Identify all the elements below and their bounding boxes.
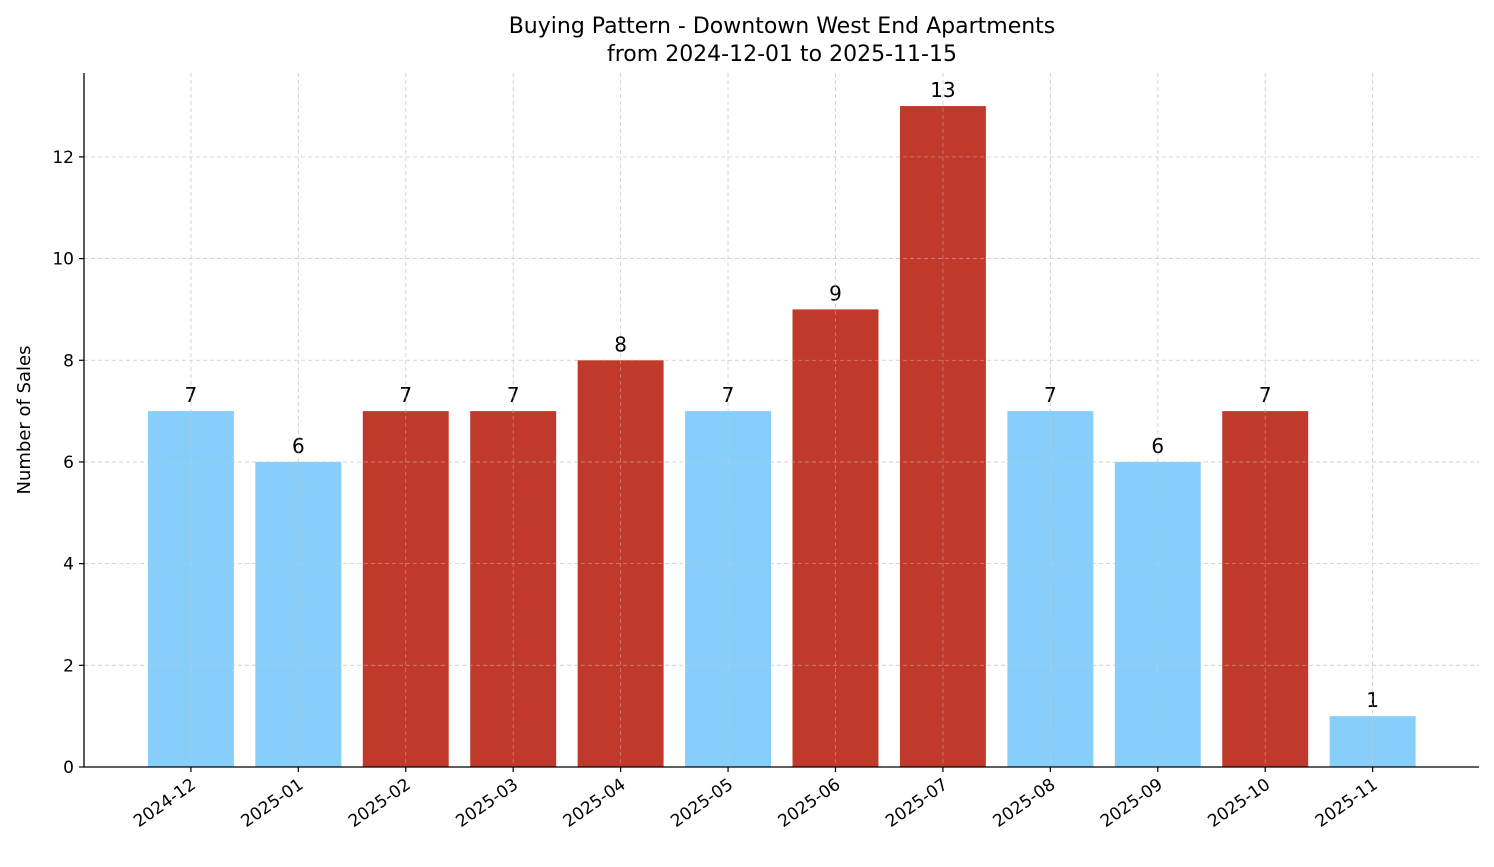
- x-tick-label: 2025-11: [1312, 775, 1382, 832]
- y-tick-label: 10: [52, 250, 74, 270]
- x-tick-label: 2025-09: [1097, 775, 1167, 832]
- grid: [84, 73, 1479, 768]
- y-tick-label: 4: [63, 555, 74, 575]
- bar-2025-05: [685, 411, 772, 767]
- x-tick-label: 2025-02: [345, 775, 415, 832]
- bar-2025-08: [1007, 411, 1094, 767]
- x-tick-label: 2025-03: [452, 775, 522, 832]
- bar-2025-03: [470, 411, 557, 767]
- bar-2025-07: [899, 106, 986, 768]
- x-tick-label: 2025-05: [667, 775, 737, 832]
- y-axis-label: Number of Sales: [14, 345, 35, 494]
- data-label: 1: [1366, 688, 1379, 712]
- x-tick-label: 2025-10: [1204, 775, 1274, 832]
- chart-title: Buying Pattern - Downtown West End Apart…: [509, 14, 1056, 39]
- y-tick-label: 6: [63, 453, 74, 473]
- y-tick-label: 12: [52, 148, 74, 168]
- bar-2024-12: [147, 411, 234, 767]
- x-tick-label: 2025-06: [775, 775, 845, 832]
- x-tick-label: 2025-04: [560, 775, 630, 832]
- bar-2025-10: [1222, 411, 1309, 767]
- x-tick-label: 2024-12: [130, 775, 200, 832]
- y-tick-label: 8: [63, 351, 74, 371]
- bar-2025-02: [362, 411, 449, 767]
- y-tick-label: 0: [63, 758, 74, 778]
- x-tick-label: 2025-07: [882, 775, 952, 832]
- y-tick-label: 2: [63, 656, 74, 676]
- x-tick-label: 2025-01: [238, 775, 308, 832]
- x-tick-label: 2025-08: [990, 775, 1060, 832]
- data-label: 8: [614, 332, 627, 356]
- chart-subtitle: from 2024-12-01 to 2025-11-15: [607, 42, 957, 67]
